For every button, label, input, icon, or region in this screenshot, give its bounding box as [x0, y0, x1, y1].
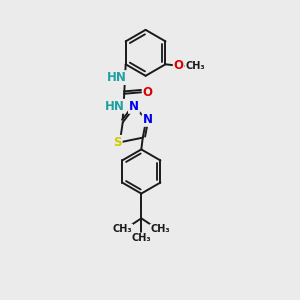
Text: CH₃: CH₃: [150, 224, 170, 235]
Text: CH₃: CH₃: [112, 224, 132, 235]
Text: CH₃: CH₃: [186, 61, 205, 71]
Text: O: O: [174, 59, 184, 72]
Text: N: N: [143, 113, 153, 126]
Text: S: S: [113, 136, 122, 149]
Text: O: O: [143, 86, 153, 99]
Text: HN: HN: [105, 100, 125, 113]
Text: HN: HN: [107, 71, 127, 84]
Text: CH₃: CH₃: [131, 233, 151, 243]
Text: N: N: [129, 100, 139, 113]
